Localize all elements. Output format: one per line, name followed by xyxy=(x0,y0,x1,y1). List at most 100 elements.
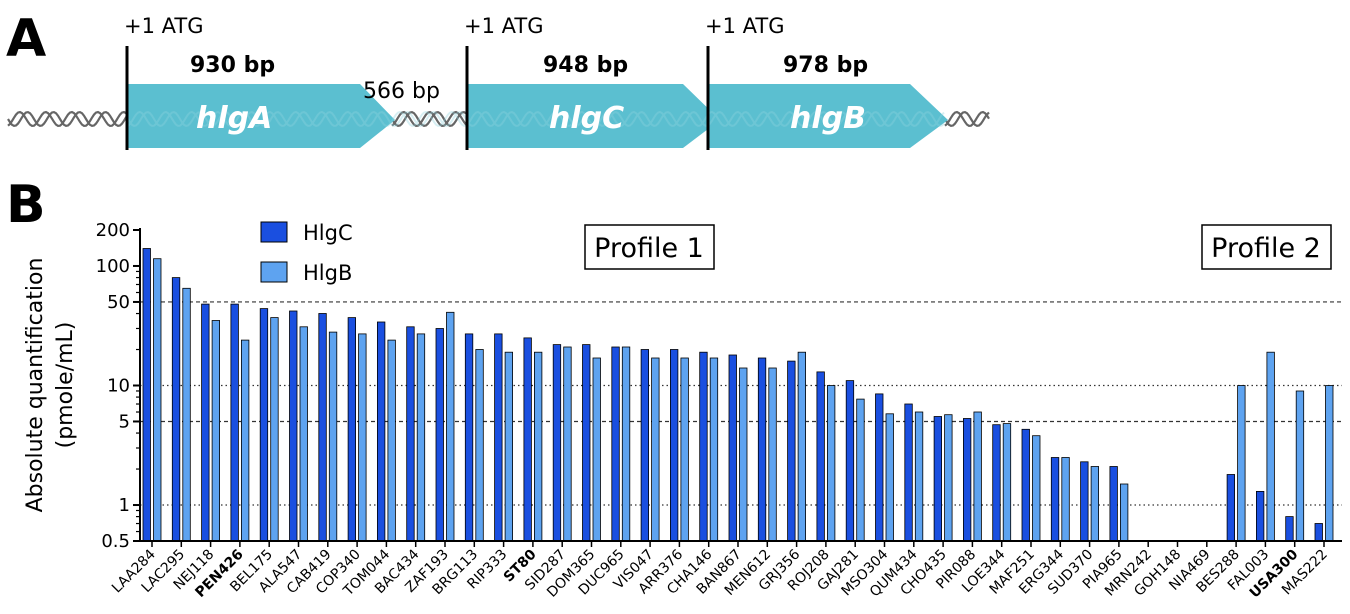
bar-hlgb xyxy=(211,320,221,542)
bar-hlgc xyxy=(728,354,737,542)
length-label-hlgb: 978 bp xyxy=(783,53,868,78)
bars xyxy=(142,248,1334,542)
bar-hlgb xyxy=(387,339,396,542)
bar-hlgb xyxy=(504,351,514,542)
bar-hlgb xyxy=(651,357,660,542)
atg-label-hlgb: +1 ATG xyxy=(705,14,784,38)
y-tick-label: 1 xyxy=(119,495,130,516)
dna-strand xyxy=(944,110,990,128)
y-tick-label: 10 xyxy=(107,376,130,397)
bar-hlgb xyxy=(944,414,953,542)
dna-strand xyxy=(127,111,945,127)
bar-hlgc xyxy=(552,344,562,542)
bar-hlgc xyxy=(1080,461,1089,542)
bar-hlgc xyxy=(142,248,151,542)
bar-hlgb xyxy=(621,346,631,542)
y-axis: 0.5 1 5 10 50 100 200 xyxy=(96,220,141,552)
dna-helix-overlay xyxy=(127,110,945,127)
bar-hlgb xyxy=(1237,385,1246,542)
bar-hlgc xyxy=(757,357,767,542)
bar-hlgc xyxy=(1109,466,1118,542)
length-label-hlga: 930 bp xyxy=(190,53,275,78)
bar-hlgc xyxy=(171,277,181,542)
legend-label-hlgc: HlgC xyxy=(303,221,353,245)
bar-hlgc xyxy=(1050,457,1060,542)
bar-hlgb xyxy=(1325,385,1334,542)
bar-hlgb xyxy=(534,351,543,542)
bar-hlgc xyxy=(699,351,708,542)
atg-label-hlgc: +1 ATG xyxy=(464,14,543,38)
profile-2-label: Profile 2 xyxy=(1211,233,1321,264)
bar-hlgb xyxy=(885,413,894,542)
bar-hlgc xyxy=(845,380,855,542)
x-axis xyxy=(140,540,1342,547)
bar-hlgb xyxy=(1061,457,1070,542)
profile-1-label: Profile 1 xyxy=(594,233,704,264)
bar-hlgb xyxy=(299,326,308,542)
bar-hlgc xyxy=(1256,490,1265,542)
bar-hlgc xyxy=(201,303,210,542)
bar-hlgb xyxy=(797,351,806,542)
bar-hlgc xyxy=(494,333,503,542)
y-axis-title-line2: (pmole/mL) xyxy=(53,322,78,449)
bar-hlgb xyxy=(182,287,191,542)
bar-hlgc xyxy=(1314,523,1323,542)
bar-hlgb xyxy=(856,398,865,542)
bar-hlgc xyxy=(376,321,386,542)
bar-hlgc xyxy=(347,317,357,542)
bar-hlgc xyxy=(875,393,884,542)
y-axis-title-line1: Absolute quantification xyxy=(23,258,48,513)
bar-hlgc xyxy=(1285,516,1294,542)
bar-hlgc xyxy=(787,360,796,542)
dna-strand xyxy=(391,110,469,128)
dna-strand xyxy=(127,110,945,127)
gene-name-hlgc: hlgC xyxy=(549,101,624,136)
legend-swatch-hlgb xyxy=(260,261,288,283)
bar-hlgc xyxy=(992,424,1001,542)
bar-hlgc xyxy=(1021,428,1030,542)
dna-strand xyxy=(7,110,129,128)
y-tick-label: 5 xyxy=(119,411,130,432)
bar-hlgc xyxy=(1226,474,1235,542)
bar-hlgc xyxy=(318,313,327,542)
bar-hlgb xyxy=(1002,423,1012,542)
bar-hlgc xyxy=(523,337,532,542)
bar-hlgb xyxy=(827,385,836,542)
bar-hlgb xyxy=(1266,351,1275,542)
bar-hlgc xyxy=(670,349,679,542)
panel-a-letter: A xyxy=(6,9,46,69)
legend: HlgC HlgB xyxy=(260,221,353,285)
bar-hlgc xyxy=(963,418,972,542)
bar-hlgc xyxy=(406,326,415,542)
bar-hlgc xyxy=(230,303,239,542)
bar-hlgb xyxy=(446,311,455,542)
legend-label-hlgb: HlgB xyxy=(303,261,352,285)
bar-hlgb xyxy=(416,333,426,542)
gene-name-hlgb: hlgB xyxy=(790,101,866,136)
bar-hlgc xyxy=(464,333,474,542)
bar-hlgc xyxy=(611,346,620,542)
bar-hlgb xyxy=(153,258,162,542)
bar-hlgc xyxy=(582,344,591,542)
gene-arrow-hlgc xyxy=(468,84,720,148)
bar-hlgb xyxy=(475,349,484,542)
bar-hlgc xyxy=(259,308,269,542)
atg-label-hlga: +1 ATG xyxy=(124,14,203,38)
bar-hlgb xyxy=(1032,435,1041,542)
bar-hlgc xyxy=(289,310,298,542)
panel-b-letter: B xyxy=(6,175,46,235)
bar-hlgc xyxy=(640,349,649,542)
bar-hlgb xyxy=(680,357,689,542)
reference-lines xyxy=(140,301,1342,506)
bar-hlgb xyxy=(1090,466,1099,542)
y-tick-label: 200 xyxy=(96,220,130,241)
profile-1-annotation: Profile 1 xyxy=(584,224,715,270)
length-label-hlgc: 948 bp xyxy=(543,53,628,78)
bar-hlgb xyxy=(358,333,367,542)
bar-hlgb xyxy=(270,317,279,542)
bar-hlgc xyxy=(904,403,913,542)
bar-hlgb xyxy=(563,346,572,542)
bar-hlgc xyxy=(435,328,444,542)
bar-hlgc xyxy=(933,416,942,542)
